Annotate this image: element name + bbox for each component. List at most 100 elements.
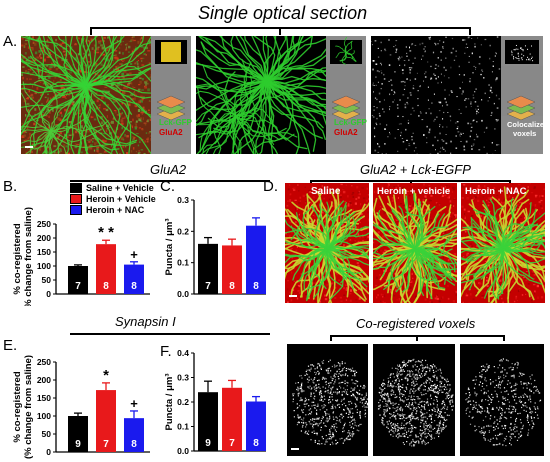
- chart-e: 0 50 100 150 200 250 % co-registered (% change …: [12, 355, 150, 459]
- legend-label-heroin: Heroin + Vehicle: [86, 193, 156, 204]
- panel-label-e: E.: [3, 337, 18, 354]
- header-bracket-left: [90, 27, 92, 35]
- astrocyte-nac: [439, 183, 550, 312]
- coreg-bracket-left: [330, 335, 332, 341]
- y-axis-label: % co-registered: [12, 371, 23, 442]
- legend-label-nac: Heroin + NAC: [86, 204, 145, 215]
- panel-a2-legend-1: Lck-GFP: [334, 118, 367, 127]
- legend-swatch-saline: [70, 182, 82, 193]
- scale-bar: [289, 295, 297, 297]
- panel-a-image-1: Lck-GFP GluA2: [0, 0, 192, 192]
- section-title-coregistered: Co-registered voxels: [356, 316, 476, 331]
- n-label: 7: [229, 438, 235, 449]
- y-tick-label: 0.3: [177, 195, 189, 205]
- scale-bar: [25, 146, 33, 148]
- panel-d-label-saline: Saline: [311, 186, 341, 197]
- voxel-cloud: [465, 358, 542, 447]
- cell-processes: [173, 59, 299, 182]
- thumbnail: [330, 36, 362, 65]
- synapsin-underline: [70, 333, 270, 335]
- voxels-nac: [460, 344, 544, 456]
- panel-a1-legend-2: GluA2: [159, 128, 183, 137]
- panel-a3-legend-2: voxels: [513, 129, 537, 138]
- bar-2: [96, 390, 116, 452]
- significance-label: +: [130, 247, 138, 262]
- cell-processes: [335, 36, 357, 65]
- y-tick-label: 50: [42, 429, 52, 439]
- n-label: 8: [103, 281, 109, 292]
- n-label: 8: [229, 281, 235, 292]
- bar-2: [222, 245, 242, 294]
- cell-processes: [0, 79, 114, 192]
- n-label: 9: [75, 439, 81, 450]
- speckle: [371, 36, 501, 156]
- y-axis-label: Puncta / μm³: [164, 218, 175, 275]
- significance-label: * *: [98, 224, 114, 241]
- glua2-underline: [70, 180, 270, 182]
- coreg-image-saline: [287, 344, 369, 456]
- header-bracket-mid: [279, 27, 281, 35]
- chart-b: 0 50 100 150 200 250 % co-registered (% change …: [12, 207, 150, 306]
- header-title: Single optical section: [198, 3, 368, 23]
- n-label: 7: [205, 281, 211, 292]
- panel-label-a: A.: [3, 33, 18, 50]
- bar-1: [198, 392, 218, 451]
- y-tick-label: 0.0: [177, 446, 189, 456]
- panel-a1-legend-1: Lck-GFP: [159, 118, 192, 127]
- bar-3: [124, 418, 144, 452]
- panel-a3-legend-1: Colocalized: [507, 120, 549, 129]
- coreg-bracket-mid: [416, 335, 418, 341]
- n-label: 9: [205, 438, 211, 449]
- panel-d-label-nac: Heroin + NAC: [465, 186, 527, 197]
- chart-c: 0.0 0.1 0.2 0.3 Puncta / μm³ 7 8 8: [164, 195, 266, 299]
- bar-1: [68, 266, 88, 294]
- thumbnail: [505, 40, 539, 64]
- section-title-glua2: GluA2: [150, 162, 187, 177]
- cell-processes: [278, 199, 389, 302]
- astrocyte-saline: [256, 183, 396, 312]
- image-background: [373, 344, 455, 456]
- panel-label-b: B.: [3, 178, 18, 195]
- coreg-image-heroin: [373, 344, 455, 456]
- section-title-glua2-lck: GluA2 + Lck-EGFP: [360, 162, 471, 177]
- y-axis-label: Puncta / μm³: [164, 373, 175, 430]
- significance-label: +: [130, 396, 138, 411]
- micrograph-merged: [0, 0, 191, 192]
- n-label: 8: [131, 281, 137, 292]
- section-title-synapsin: Synapsin I: [115, 314, 176, 329]
- y-tick-label: 100: [37, 261, 51, 271]
- chart-f: 0.0 0.1 0.2 0.3 0.4 Puncta / μm³ 9 7 8: [164, 348, 266, 456]
- y-tick-label: 0: [46, 447, 51, 457]
- bar-2: [96, 244, 116, 294]
- panel-label-c: C.: [160, 178, 175, 195]
- y-tick-label: 250: [37, 357, 51, 367]
- thumbnail: [155, 40, 187, 64]
- n-label: 7: [75, 281, 81, 292]
- header-bracket-right: [469, 27, 471, 35]
- image-background: [460, 344, 544, 456]
- panel-d-image-saline: Saline: [256, 183, 396, 312]
- y-tick-label: 250: [37, 219, 51, 229]
- significance-label: *: [103, 367, 109, 384]
- n-label: 8: [253, 281, 259, 292]
- astrocyte-heroin: [351, 183, 479, 319]
- panel-a-image-3: Colocalized voxels: [371, 36, 549, 156]
- y-tick-label: 0.4: [177, 348, 189, 358]
- y-tick-label: 150: [37, 393, 51, 403]
- y-axis-label: % co-registered: [12, 223, 23, 294]
- n-label: 7: [103, 439, 109, 450]
- y-axis-label: (% change from saline): [23, 355, 34, 459]
- y-tick-label: 0.1: [177, 422, 189, 432]
- cell-processes: [364, 192, 466, 300]
- y-axis-label: (% change from saline): [23, 207, 34, 306]
- n-label: 8: [253, 438, 259, 449]
- coreg-image-nac: [460, 344, 544, 456]
- y-tick-label: 150: [37, 247, 51, 257]
- legend-swatch-heroin: [70, 193, 82, 204]
- bar-3: [246, 225, 266, 294]
- bar-2: [222, 387, 242, 451]
- bar-1: [198, 243, 218, 294]
- voxel-cloud: [292, 359, 369, 446]
- legend-item-heroin: Heroin + Vehicle: [70, 193, 156, 204]
